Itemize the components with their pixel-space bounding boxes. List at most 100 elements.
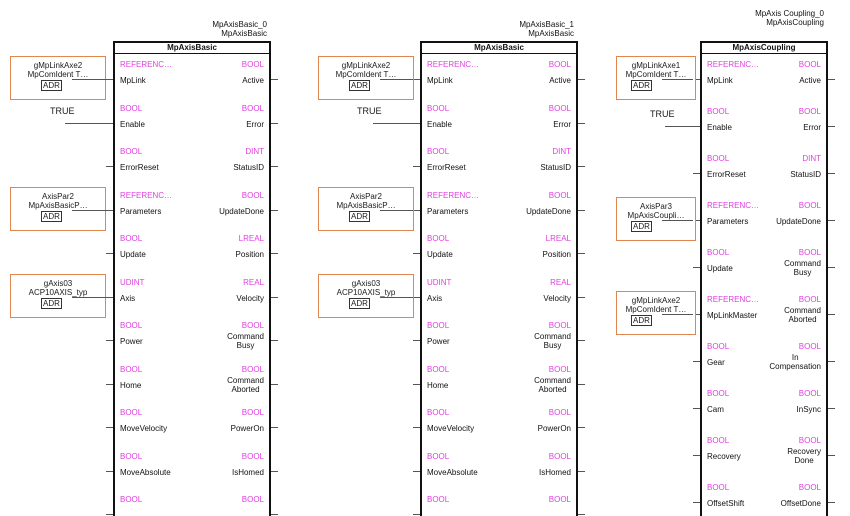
input-pin-stub bbox=[106, 340, 113, 341]
input-pin-stub bbox=[693, 502, 700, 503]
variable-type: MpAxisCoupli… bbox=[627, 211, 685, 220]
adr-function[interactable]: ADR bbox=[41, 297, 62, 309]
variable-box[interactable]: gMpLinkAxe2 MpComIdent T… ADR bbox=[10, 56, 106, 100]
output-pin-name: Position bbox=[235, 250, 264, 259]
input-pin-stub bbox=[693, 267, 700, 268]
input-pin-type: BOOL bbox=[427, 321, 450, 330]
input-pin-type: BOOL bbox=[707, 154, 730, 163]
adr-function[interactable]: ADR bbox=[631, 221, 652, 232]
output-pin-name: Command Aborted bbox=[534, 376, 571, 394]
adr-function[interactable]: ADR bbox=[349, 80, 370, 91]
constant-wire bbox=[65, 122, 106, 124]
output-pin-name: Command Busy bbox=[534, 332, 571, 350]
input-pin-stub bbox=[413, 79, 420, 80]
output-pin-stub bbox=[578, 383, 585, 385]
output-pin-stub bbox=[271, 209, 278, 211]
input-pin-name: Parameters bbox=[427, 206, 469, 216]
adr-function[interactable]: ADR bbox=[631, 80, 652, 91]
adr-function[interactable]: ADR bbox=[349, 210, 370, 222]
output-pin-name: Active bbox=[242, 76, 264, 85]
output-pin-stub bbox=[578, 296, 585, 298]
function-block[interactable]: MpAxisBasic REFERENC… BOOL MpLink Active BOOL… bbox=[420, 41, 578, 516]
variable-box[interactable]: AxisPar3 MpAxisCoupli… ADR bbox=[616, 197, 696, 241]
input-pin-name: MpLink bbox=[427, 76, 453, 85]
input-pin-type: REFERENC… bbox=[707, 60, 760, 69]
output-pin-name: Command Aborted bbox=[784, 306, 821, 324]
input-pin-type: REFERENC… bbox=[120, 60, 173, 69]
input-pin-stub bbox=[693, 455, 700, 456]
variable-name: AxisPar2 bbox=[41, 191, 74, 201]
input-pin-name: Cam bbox=[707, 405, 724, 414]
output-pin-stub bbox=[271, 253, 278, 254]
variable-name: gAxis03 bbox=[43, 278, 73, 288]
input-pin-name: Axis bbox=[120, 293, 136, 303]
variable-box[interactable]: gAxis03 ACP10AXIS_typ ADR bbox=[10, 273, 106, 318]
adr-function[interactable]: ADR bbox=[41, 210, 62, 222]
input-pin-type: BOOL bbox=[120, 147, 143, 156]
output-pin-name: Velocity bbox=[543, 293, 571, 303]
input-pin-stub bbox=[106, 470, 113, 472]
input-pin-type: REFERENC… bbox=[707, 201, 760, 210]
input-pin-stub bbox=[413, 383, 420, 385]
input-pin-type: BOOL bbox=[427, 364, 450, 374]
input-pin-type: UDINT bbox=[120, 277, 145, 287]
input-pin-stub bbox=[106, 253, 113, 254]
adr-wire bbox=[380, 79, 413, 80]
output-pin-type: BOOL bbox=[241, 364, 264, 374]
output-pin-stub bbox=[271, 427, 278, 428]
function-block[interactable]: MpAxisBasic REFERENC… BOOL MpLink Active BOOL… bbox=[113, 41, 271, 516]
output-pin-stub bbox=[828, 314, 835, 315]
variable-box[interactable]: gMpLinkAxe2 MpComIdent T… ADR bbox=[318, 56, 414, 100]
output-pin-name-part: Busy bbox=[543, 341, 562, 350]
input-pin-name: Parameters bbox=[120, 206, 162, 216]
variable-box[interactable]: AxisPar2 MpAxisBasicP… ADR bbox=[10, 186, 106, 231]
variable-box[interactable]: AxisPar2 MpAxisBasicP… ADR bbox=[318, 186, 414, 231]
output-pin-type: BOOL bbox=[798, 342, 821, 351]
output-pin-type: BOOL bbox=[241, 451, 264, 461]
output-pin-type: BOOL bbox=[798, 483, 821, 492]
input-pin-type: BOOL bbox=[427, 234, 450, 243]
adr-function[interactable]: ADR bbox=[631, 315, 652, 326]
output-pin-name-part: Command bbox=[227, 375, 264, 385]
input-pin-name: Axis bbox=[427, 293, 443, 303]
output-pin-type: BOOL bbox=[548, 190, 571, 200]
input-pin-type: BOOL bbox=[427, 495, 450, 504]
variable-name: AxisPar3 bbox=[639, 202, 672, 211]
output-pin-stub bbox=[828, 361, 835, 362]
adr-wire bbox=[72, 296, 106, 298]
output-pin-name-part: Command bbox=[227, 332, 264, 341]
adr-wire bbox=[662, 79, 693, 80]
output-pin-stub bbox=[578, 427, 585, 428]
input-pin-name: MoveVelocity bbox=[120, 424, 168, 433]
block-title: MpAxisBasic bbox=[422, 43, 576, 54]
output-pin-name-part: Done bbox=[794, 456, 814, 465]
input-pin-name: Update bbox=[427, 250, 453, 259]
input-pin-name: ErrorReset bbox=[427, 163, 466, 172]
output-pin-stub bbox=[578, 470, 585, 472]
adr-wire bbox=[662, 314, 693, 315]
output-pin-name: PowerOn bbox=[537, 424, 571, 433]
input-pin-stub bbox=[413, 209, 420, 211]
adr-wire bbox=[380, 296, 413, 298]
output-pin-stub bbox=[828, 408, 835, 409]
adr-function[interactable]: ADR bbox=[41, 80, 62, 91]
output-pin-name: Active bbox=[549, 76, 571, 85]
input-pin-name: MoveAbsolute bbox=[427, 467, 478, 477]
input-pin-type: BOOL bbox=[120, 408, 143, 417]
input-pin-name: Power bbox=[427, 337, 450, 346]
output-pin-name-part: Command bbox=[534, 375, 571, 385]
function-block[interactable]: MpAxisCoupling REFERENC… BOOL MpLink Active B… bbox=[700, 41, 828, 516]
output-pin-type: LREAL bbox=[238, 234, 264, 243]
instance-type: MpAxisBasic bbox=[528, 29, 574, 38]
variable-box[interactable]: gMpLinkAxe2 MpComIdent T… ADR bbox=[616, 291, 696, 335]
output-pin-type: BOOL bbox=[798, 248, 821, 257]
variable-box[interactable]: gMpLinkAxe1 MpComIdent T… ADR bbox=[616, 56, 696, 100]
output-pin-stub bbox=[828, 502, 835, 503]
output-pin-name: UpdateDone bbox=[526, 206, 571, 216]
variable-box[interactable]: gAxis03 ACP10AXIS_typ ADR bbox=[318, 273, 414, 318]
constant-true-label: TRUE bbox=[357, 105, 382, 116]
output-pin-type: REAL bbox=[243, 277, 264, 287]
adr-wire bbox=[72, 79, 106, 80]
adr-function[interactable]: ADR bbox=[349, 297, 370, 309]
input-pin-type: BOOL bbox=[427, 147, 450, 156]
